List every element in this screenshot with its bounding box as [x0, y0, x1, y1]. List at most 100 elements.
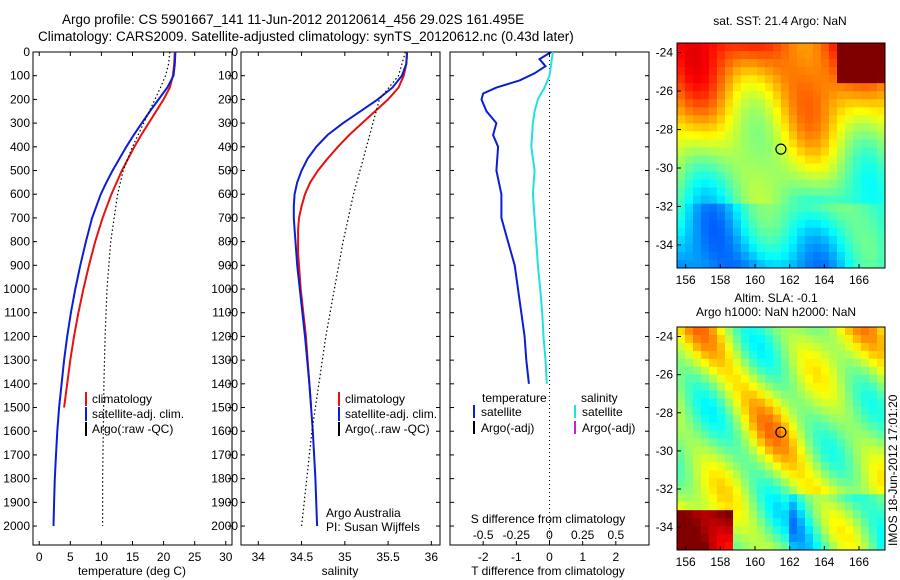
sla-map-cell — [773, 398, 782, 408]
sla-map-cell — [677, 446, 686, 456]
sst-map-cell — [877, 99, 885, 108]
sst-map-cell — [701, 59, 710, 68]
sst-map-cell — [677, 67, 686, 76]
sla-map-cell — [733, 518, 742, 527]
sst-map-cell — [725, 139, 734, 149]
sla-map-cell — [781, 414, 790, 424]
sst-map-cell — [813, 155, 822, 165]
sst-map-cell — [717, 203, 726, 213]
sst-map-cell — [757, 179, 766, 189]
temp-series-argo-raw-qc- — [101, 51, 171, 526]
sst-map-cell — [733, 147, 742, 157]
sst-map-cell — [701, 139, 710, 149]
sla-map-cell — [813, 414, 822, 424]
sla-map-cell — [813, 358, 822, 368]
sst-map-cell — [677, 219, 686, 229]
sst-map-cell — [877, 235, 885, 245]
sst-map-cell — [749, 123, 758, 132]
sst-map-cell — [757, 219, 766, 229]
sst-map-cell — [837, 43, 846, 52]
sla-map-frame — [676, 326, 886, 551]
sla-map-cell — [845, 358, 854, 368]
sst-map-cell — [877, 51, 885, 60]
sla-map-cell — [853, 430, 862, 440]
sst-map-cell — [853, 211, 862, 221]
sst-map-cell — [781, 211, 790, 221]
sst-map-cell — [709, 171, 718, 181]
sst-map-cell — [741, 67, 750, 76]
sst-map-cell — [781, 187, 790, 197]
sst-map-cell — [733, 155, 742, 165]
sst-map-cell — [877, 203, 885, 213]
sst-map-cell — [709, 227, 718, 237]
sla-map-cell — [725, 446, 734, 456]
sla-map-cell — [757, 478, 766, 487]
sla-map-cell — [805, 374, 814, 384]
sst-map-cell — [805, 59, 814, 68]
sst-map-cell — [861, 179, 870, 189]
sla-map-cell — [765, 510, 774, 519]
sst-map-cell — [869, 91, 878, 100]
sla-map-cell — [805, 478, 814, 487]
sla-map-cell — [757, 414, 766, 424]
sla-map-cell — [797, 494, 806, 503]
sla-map-cell — [709, 438, 718, 448]
depth-tick-label: 1100 — [4, 306, 30, 320]
sst-map-cell — [821, 211, 830, 221]
sst-map-cell — [741, 75, 750, 84]
sst-map-cell — [709, 211, 718, 221]
sla-map-cell — [813, 327, 822, 336]
sla-map-cell — [677, 430, 686, 440]
sst-map-cell — [805, 67, 814, 76]
sst-map-cell — [805, 235, 814, 245]
sst-map-cell — [869, 243, 878, 253]
depth-tick-label: 100 — [10, 69, 30, 83]
sla-map-cell — [877, 526, 885, 535]
sla-map-cell — [869, 382, 878, 392]
sst-map-cell — [725, 235, 734, 245]
sla-map-cell — [725, 422, 734, 432]
sla-map-cell — [797, 422, 806, 432]
sla-map-cell — [733, 494, 742, 503]
sla-map-panel: Altim. SLA: -0.1 Argo h1000: NaN h2000: … — [656, 291, 886, 569]
depth-tick-label: 1200 — [211, 329, 238, 343]
sst-map-cell — [877, 67, 885, 76]
top-xtick-label: 0.25 — [571, 528, 595, 542]
sla-map-title-line1: Altim. SLA: -0.1 — [734, 291, 818, 305]
sst-map-cell — [789, 163, 798, 173]
sst-map-cell — [821, 123, 830, 132]
depth-tick-label: 1900 — [211, 495, 238, 509]
sst-map-cell — [741, 179, 750, 189]
sst-map-cell — [749, 179, 758, 189]
sla-map-cell — [829, 470, 838, 479]
sst-map-cell — [813, 203, 822, 213]
sst-map-cell — [829, 51, 838, 60]
sst-map-cell — [701, 99, 710, 108]
sst-map-cell — [717, 219, 726, 229]
sla-map-cell — [821, 502, 830, 511]
sst-map-cell — [853, 75, 862, 84]
sst-map-cell — [813, 179, 822, 189]
sst-map-cell — [877, 91, 885, 100]
sst-map-title: sat. SST: 21.4 Argo: NaN — [713, 14, 846, 28]
sla-map-cell — [861, 366, 870, 376]
sla-map-cell — [869, 422, 878, 432]
sla-map-cell — [805, 470, 814, 479]
sst-map-cell — [749, 171, 758, 181]
sst-map-cell — [709, 107, 718, 116]
sla-map-cell — [765, 374, 774, 384]
sla-map-cell — [853, 342, 862, 352]
sst-map-cell — [741, 91, 750, 100]
sst-map-cell — [749, 195, 758, 205]
sst-map-cell — [789, 131, 798, 141]
sst-map-cell — [725, 179, 734, 189]
sla-map-cell — [869, 518, 878, 527]
sst-map-cell — [757, 163, 766, 173]
sla-map-cell — [725, 342, 734, 352]
sst-map-cell — [861, 251, 870, 261]
sla-map-cell — [749, 526, 758, 535]
sst-map-cell — [733, 251, 742, 261]
sla-map-cell — [717, 462, 726, 471]
sst-map-cell — [725, 211, 734, 221]
sla-map-cell — [741, 334, 750, 344]
